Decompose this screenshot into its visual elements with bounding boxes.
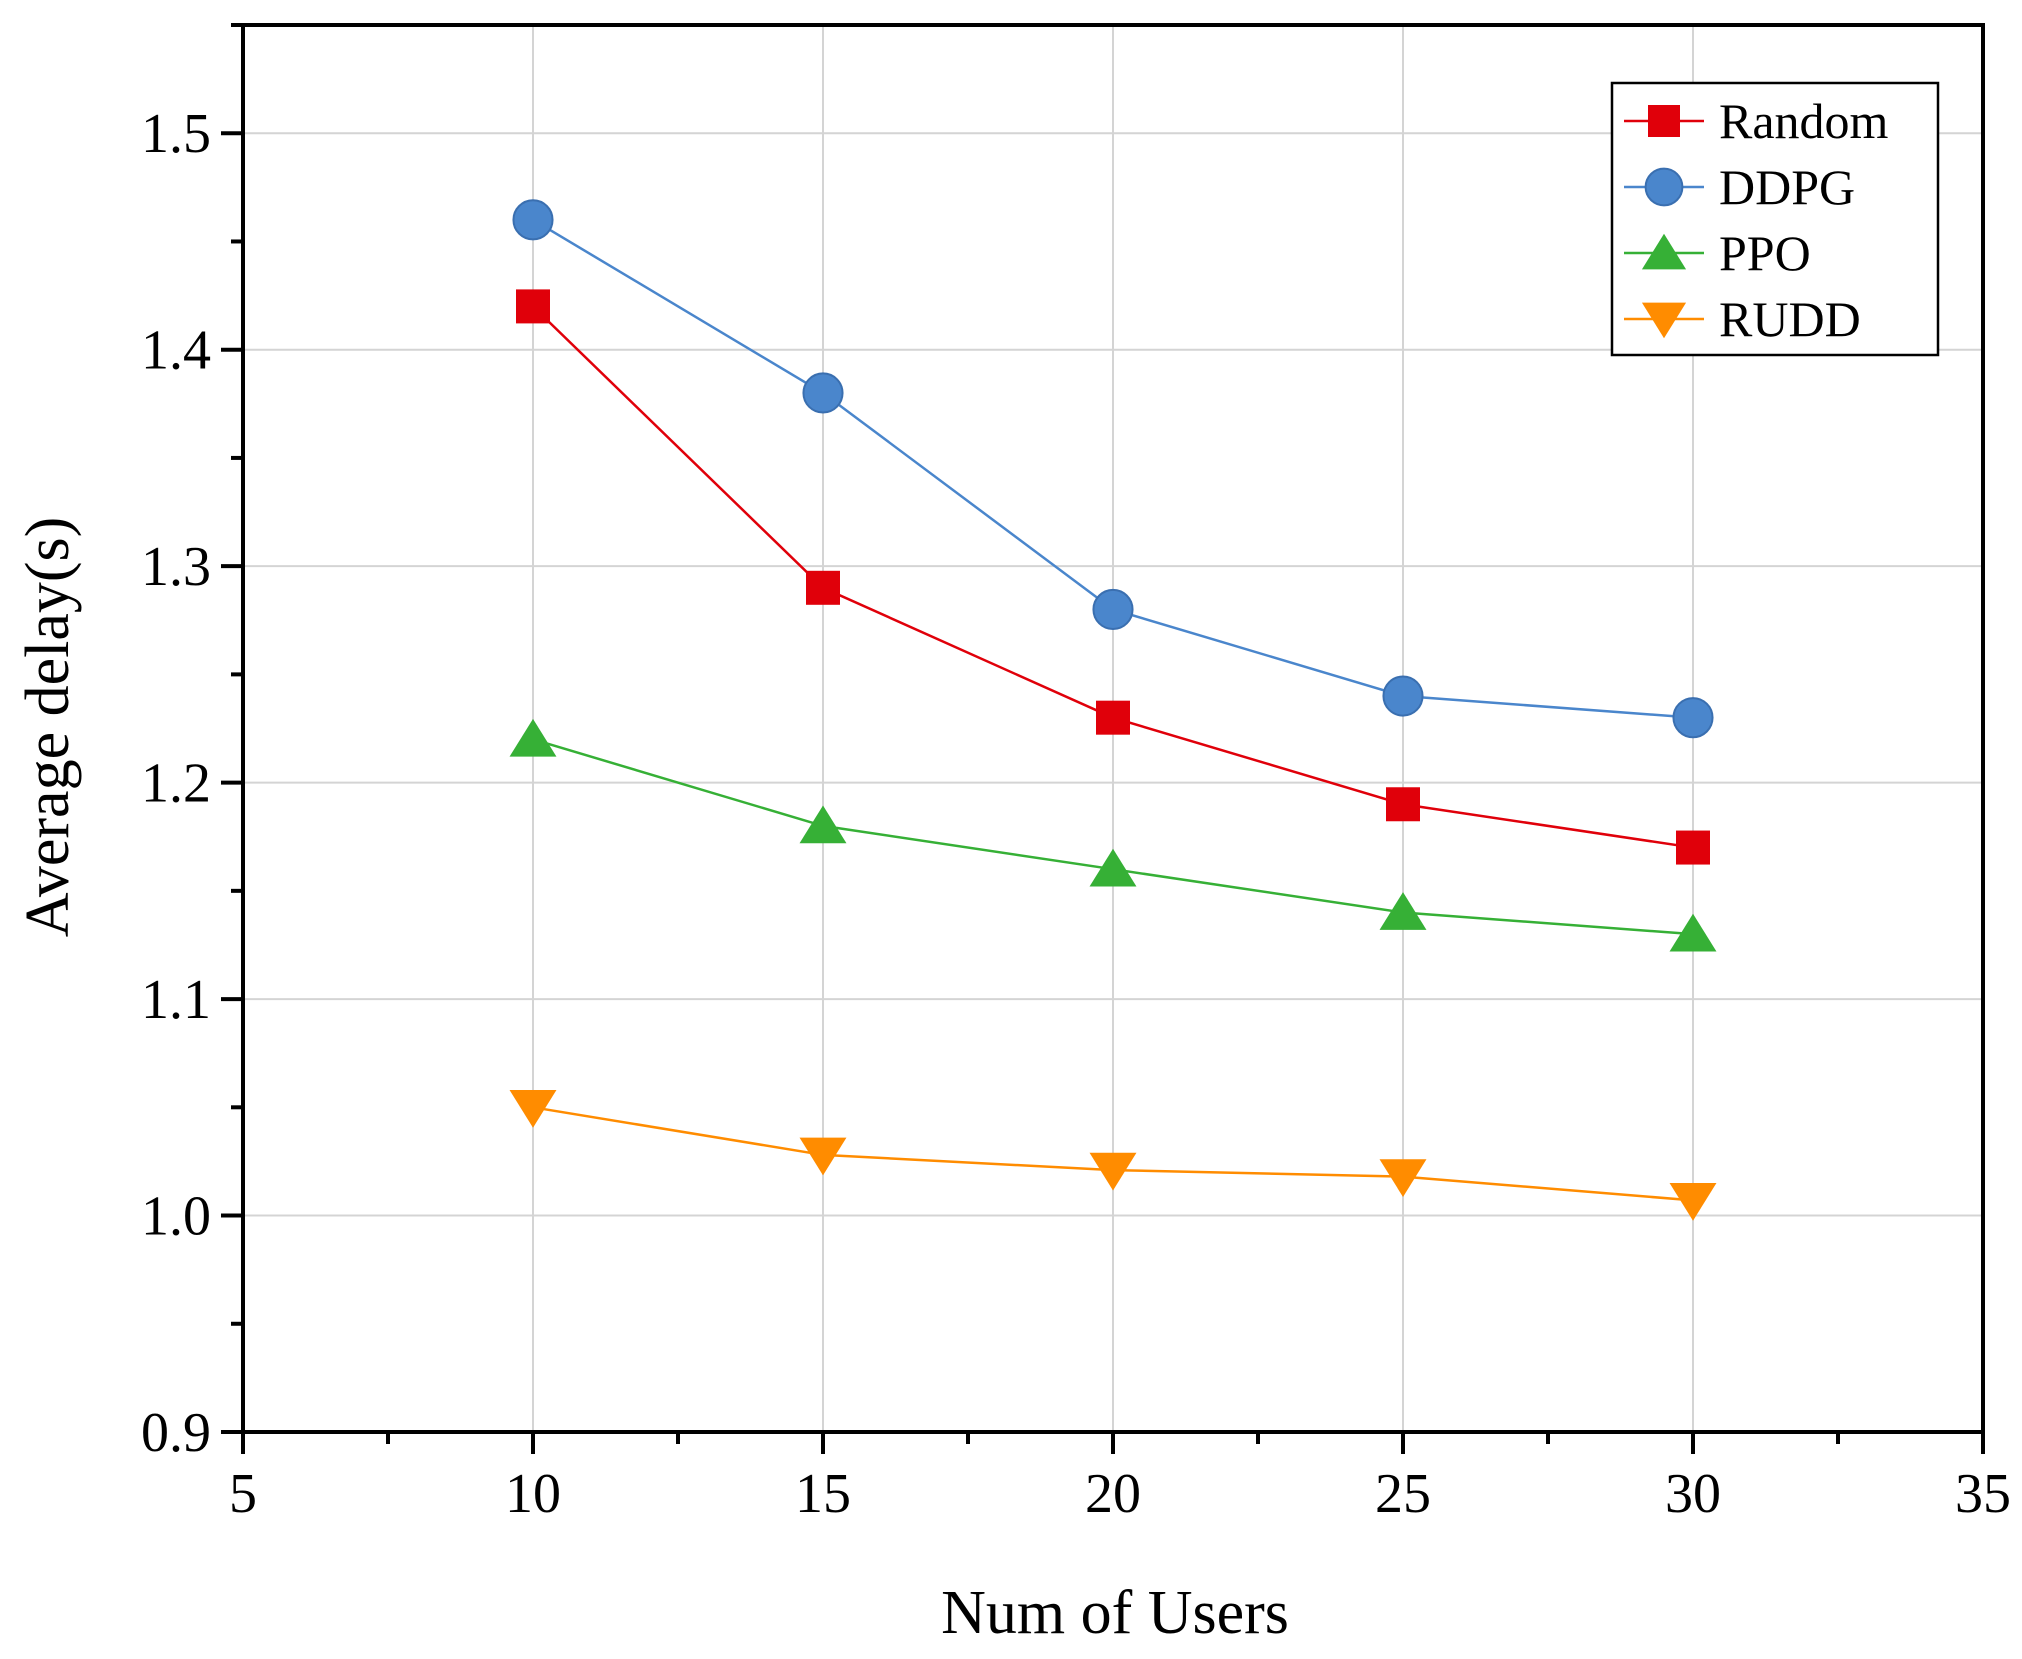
series-ppo — [509, 718, 1717, 952]
series-random — [516, 289, 1710, 865]
legend-label-ppo: PPO — [1719, 225, 1811, 281]
legend-marker-random — [1648, 105, 1680, 137]
y-tick-label: 0.9 — [141, 1402, 211, 1464]
data-point-ppo — [1379, 892, 1427, 930]
data-point-ddpg — [802, 372, 844, 414]
legend-item-rudd: RUDD — [1624, 291, 1861, 347]
data-point-ppo — [1089, 848, 1137, 887]
y-tick-label: 1.5 — [141, 103, 211, 165]
data-point-rudd — [1379, 1159, 1427, 1197]
data-point-ddpg — [1382, 675, 1424, 717]
legend-item-ppo: PPO — [1624, 225, 1811, 281]
x-tick-label: 15 — [795, 1463, 851, 1525]
legend-item-random: Random — [1624, 93, 1889, 149]
legend-marker-rudd — [1641, 302, 1687, 339]
data-point-rudd — [509, 1089, 557, 1128]
legend-item-ddpg: DDPG — [1624, 159, 1855, 215]
y-tick-label: 1.0 — [141, 1186, 211, 1248]
series-ddpg — [512, 199, 1714, 739]
data-point-ddpg — [1672, 697, 1714, 739]
y-tick-label: 1.1 — [141, 969, 211, 1031]
x-tick-label: 20 — [1085, 1463, 1141, 1525]
series-rudd — [509, 1089, 1717, 1221]
y-axis-title: Average delay(s) — [14, 517, 82, 938]
data-point-random — [806, 570, 840, 605]
legend-marker-ppo — [1641, 233, 1687, 270]
series-group — [509, 199, 1717, 1221]
data-point-ddpg — [1092, 588, 1134, 630]
axes: Num of Users Average delay(s) 5 10 15 20 25 3… — [14, 23, 2011, 1647]
data-point-rudd — [799, 1137, 847, 1176]
data-point-random — [1096, 700, 1130, 735]
y-tick-label: 1.2 — [141, 753, 211, 815]
x-tick-label: 10 — [505, 1463, 561, 1525]
data-point-ppo — [509, 718, 557, 757]
data-point-rudd — [1089, 1152, 1137, 1191]
legend-label-ddpg: DDPG — [1719, 159, 1855, 215]
data-point-ddpg — [512, 199, 554, 241]
data-point-random — [1676, 830, 1710, 865]
data-point-random — [1386, 787, 1420, 822]
y-tick-label: 1.4 — [141, 320, 211, 382]
x-tick-label: 5 — [229, 1463, 257, 1525]
x-tick-label: 35 — [1955, 1463, 2011, 1525]
legend-label-rudd: RUDD — [1719, 291, 1861, 347]
legend-marker-ddpg — [1644, 167, 1684, 207]
x-axis-title: Num of Users — [941, 1579, 1289, 1647]
x-tick-label: 25 — [1375, 1463, 1431, 1525]
data-point-random — [516, 289, 550, 324]
y-tick-label: 1.3 — [141, 536, 211, 598]
legend: Random DDPG PPO RUDD — [1610, 81, 1940, 357]
data-point-ppo — [799, 805, 847, 844]
legend-label-random: Random — [1719, 93, 1889, 149]
data-point-ppo — [1669, 913, 1717, 952]
x-tick-label: 30 — [1665, 1463, 1721, 1525]
data-point-rudd — [1669, 1183, 1717, 1221]
